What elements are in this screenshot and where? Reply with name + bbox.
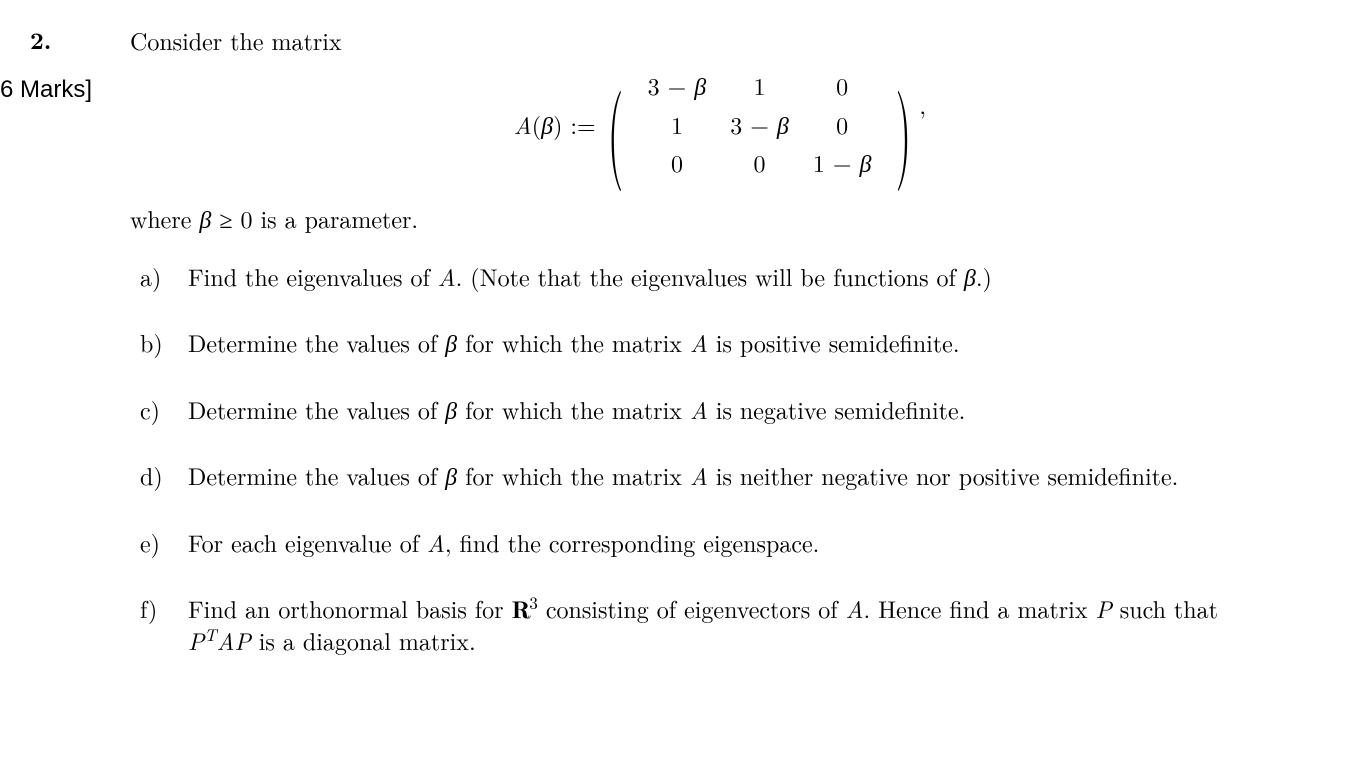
marks-label: 6 Marks] <box>0 74 130 106</box>
parameter-line: where β ≥ 0 is a parameter. <box>130 202 1310 234</box>
mat-cell: 0 <box>812 68 873 102</box>
part-d: d) Determine the values of β for which t… <box>130 459 1310 491</box>
question-body: Consider the matrix A(β) := ( 3 − β 1 0 … <box>130 24 1310 657</box>
parts-list: a) Find the eigenvalues of A. (Note that… <box>130 260 1310 657</box>
matrix-tail: , <box>919 88 926 120</box>
mat-cell: 0 <box>647 145 708 179</box>
param-cond: ≥ 0 <box>219 201 260 235</box>
matrix-body: 3 − β 1 0 1 3 − β 0 0 0 1 − β <box>625 64 895 183</box>
mat-cell: 0 <box>729 145 790 179</box>
mat-cell: 3 − β <box>729 107 790 141</box>
part-c: c) Determine the values of β for which t… <box>130 393 1310 425</box>
part-label: d) <box>130 459 188 491</box>
part-label: f) <box>130 592 188 657</box>
part-label: c) <box>130 393 188 425</box>
mat-cell: 1 <box>729 68 790 102</box>
part-label: a) <box>130 260 188 292</box>
matrix-definition: A(β) := ( 3 − β 1 0 1 3 − β 0 0 0 1 − β <box>130 64 1310 183</box>
param-suffix: is a parameter. <box>261 201 419 235</box>
mat-cell: 1 <box>647 107 708 141</box>
mat-cell: 1 − β <box>812 145 873 179</box>
part-text: Find the eigenvalues of A. (Note that th… <box>188 260 1310 292</box>
mat-cell: 3 − β <box>647 68 708 102</box>
part-e: e) For each eigenvalue of A, find the co… <box>130 526 1310 558</box>
mat-cell: 0 <box>812 107 873 141</box>
matrix-lhs: A(β) := <box>514 108 596 140</box>
part-text: For each eigenvalue of A, find the corre… <box>188 526 1310 558</box>
exam-question: 2. 6 Marks] Consider the matrix A(β) := … <box>0 0 1364 764</box>
intro-text: Consider the matrix <box>130 24 1310 56</box>
part-label: e) <box>130 526 188 558</box>
part-b: b) Determine the values of β for which t… <box>130 326 1310 358</box>
paren-open-icon: ( <box>607 74 623 174</box>
left-column: 2. 6 Marks] <box>0 24 130 107</box>
question-number: 2. <box>0 24 130 56</box>
param-var: β <box>199 201 211 235</box>
part-label: b) <box>130 326 188 358</box>
part-text: Determine the values of β for which the … <box>188 326 1310 358</box>
part-text: Determine the values of β for which the … <box>188 459 1310 491</box>
part-a: a) Find the eigenvalues of A. (Note that… <box>130 260 1310 292</box>
part-text: Determine the values of β for which the … <box>188 393 1310 425</box>
part-f: f) Find an orthonormal basis for R3 cons… <box>130 592 1310 657</box>
paren-close-icon: ) <box>896 74 912 174</box>
part-text: Find an orthonormal basis for R3 consist… <box>188 592 1310 657</box>
param-prefix: where <box>130 201 199 235</box>
